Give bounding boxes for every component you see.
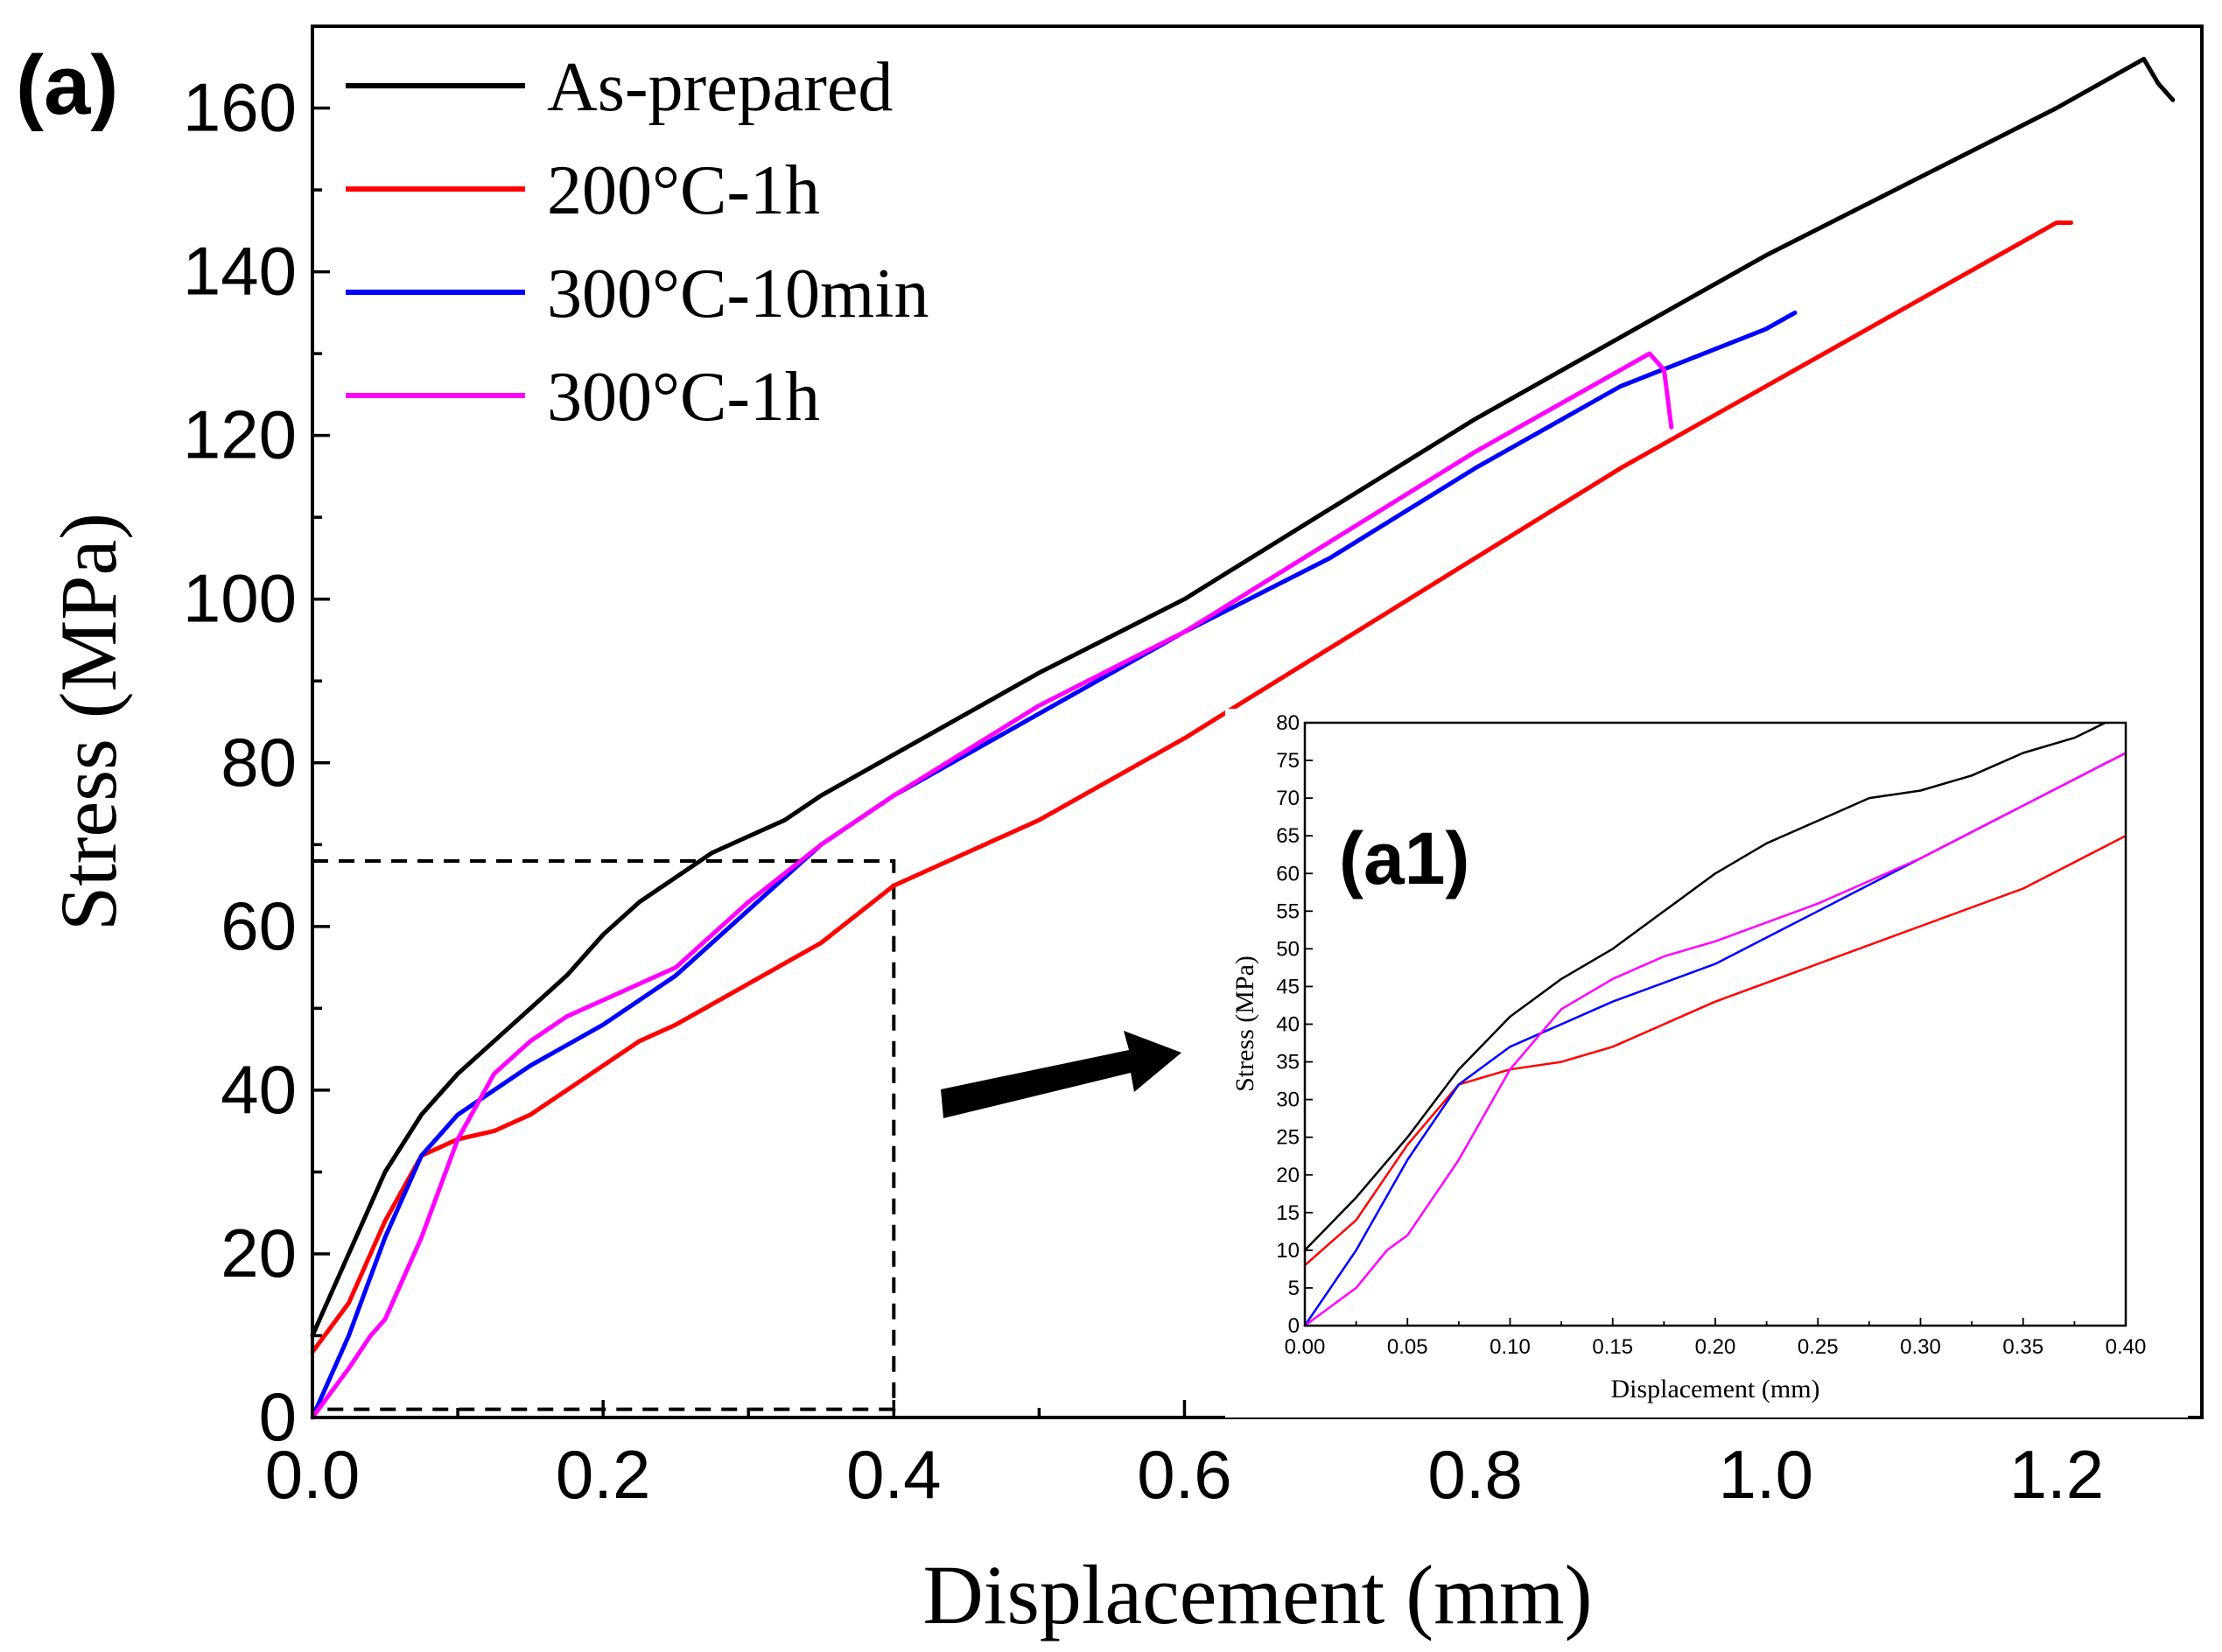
main-x-tick-label: 0.2: [556, 1436, 650, 1513]
main-y-tick-label: 100: [183, 560, 297, 637]
inset-x-tick-label: 0.40: [2106, 1335, 2147, 1359]
inset-y-tick-label: 25: [1276, 1126, 1300, 1150]
inset-x-tick-label: 0.15: [1592, 1335, 1633, 1359]
inset-x-tick-label: 0.10: [1490, 1335, 1531, 1359]
main-series-as-prepared: [310, 56, 2176, 1338]
inset-x-tick-label: 0.25: [1798, 1335, 1839, 1359]
inset-background: [1225, 709, 2188, 1418]
legend-label: As-prepared: [547, 49, 893, 126]
zoom-region-dashed-line: [312, 859, 896, 1411]
inset-y-tick-label: 0: [1288, 1314, 1300, 1338]
inset-y-tick-label: 40: [1276, 1013, 1300, 1037]
inset-x-tick-label: 0.35: [2002, 1335, 2043, 1359]
main-y-tick-label: 60: [221, 887, 297, 964]
inset-y-axis-label: Stress (MPa): [1230, 956, 1259, 1092]
inset-series-200-c-1h: [1303, 834, 2127, 1267]
main-y-axis-label: Stress (MPa): [44, 513, 133, 931]
inset-series-300-c-1h: [1303, 752, 2127, 1327]
inset-series-lines: [1303, 721, 2127, 1327]
legend-label: 300°C-10min: [547, 256, 929, 332]
main-x-tick-label: 1.0: [1719, 1436, 1813, 1513]
main-y-tick-label: 20: [221, 1214, 297, 1292]
main-y-tick-label: 160: [183, 69, 297, 146]
main-tick-labels: 0.0 0.2 0.4 0.6 0.8 1.0 1.20204060801001201401…: [183, 69, 2104, 1513]
inset-y-tick-label: 5: [1288, 1277, 1300, 1300]
inset-tick-labels: 0.00 0.05 0.10 0.15 0.20 0.25 0.30 0.35 0.40 0 5 10…: [1276, 711, 2146, 1359]
main-y-tick-label: 80: [221, 724, 297, 801]
inset-y-tick-label: 15: [1276, 1201, 1300, 1225]
inset-x-tick-label: 0.05: [1387, 1335, 1428, 1359]
main-y-tick-label: 140: [183, 233, 297, 310]
main-x-tick-label: 0.8: [1427, 1436, 1522, 1513]
inset-x-tick-label: 0.30: [1900, 1335, 1941, 1359]
inset-y-tick-label: 75: [1276, 749, 1300, 773]
inset-y-tick-label: 30: [1276, 1088, 1300, 1112]
main-y-tick-label: 120: [183, 396, 297, 473]
zoom-region-box: [312, 859, 896, 1411]
main-series-200-c-1h: [310, 220, 2073, 1354]
inset-y-tick-label: 70: [1276, 787, 1300, 810]
inset-y-tick-label: 20: [1276, 1164, 1300, 1187]
inset-x-axis-label: Displacement (mm): [1610, 1375, 1819, 1404]
inset-y-tick-label: 65: [1276, 824, 1300, 848]
inset-y-tick-label: 55: [1276, 900, 1300, 923]
main-x-tick-label: 0.0: [265, 1436, 360, 1513]
main-x-axis-label: Displacement (mm): [922, 1548, 1592, 1642]
inset-y-tick-label: 35: [1276, 1051, 1300, 1074]
main-x-tick-label: 0.4: [846, 1436, 941, 1513]
inset-y-tick-label: 80: [1276, 711, 1300, 735]
main-series-300-c-1h: [310, 351, 1674, 1420]
inset-series-as-prepared: [1303, 721, 2106, 1252]
panel-label-a1: (a1): [1339, 817, 1469, 900]
main-x-tick-label: 0.6: [1137, 1436, 1231, 1513]
main-y-tick-label: 40: [221, 1051, 297, 1128]
inset-y-tick-label: 45: [1276, 975, 1300, 998]
panel-label-a: (a): [16, 38, 118, 132]
main-series-lines: [310, 56, 2176, 1420]
inset-x-tick-label: 0.20: [1695, 1335, 1736, 1359]
main-y-tick-label: 0: [259, 1378, 297, 1455]
inset-y-tick-label: 60: [1276, 862, 1300, 886]
main-x-tick-label: 1.2: [2009, 1436, 2104, 1513]
legend: As-prepared 200°C-1h 300°C-10min 300°C-1h: [346, 49, 929, 436]
inset-x-tick-label: 0.00: [1285, 1335, 1326, 1359]
inset-plot-frame: [1303, 721, 2127, 1327]
inset-y-tick-label: 50: [1276, 937, 1300, 961]
inset-y-tick-label: 10: [1276, 1239, 1300, 1263]
legend-label: 200°C-1h: [547, 152, 820, 229]
zoom-arrow: [941, 1031, 1181, 1118]
legend-label: 300°C-1h: [547, 359, 820, 436]
